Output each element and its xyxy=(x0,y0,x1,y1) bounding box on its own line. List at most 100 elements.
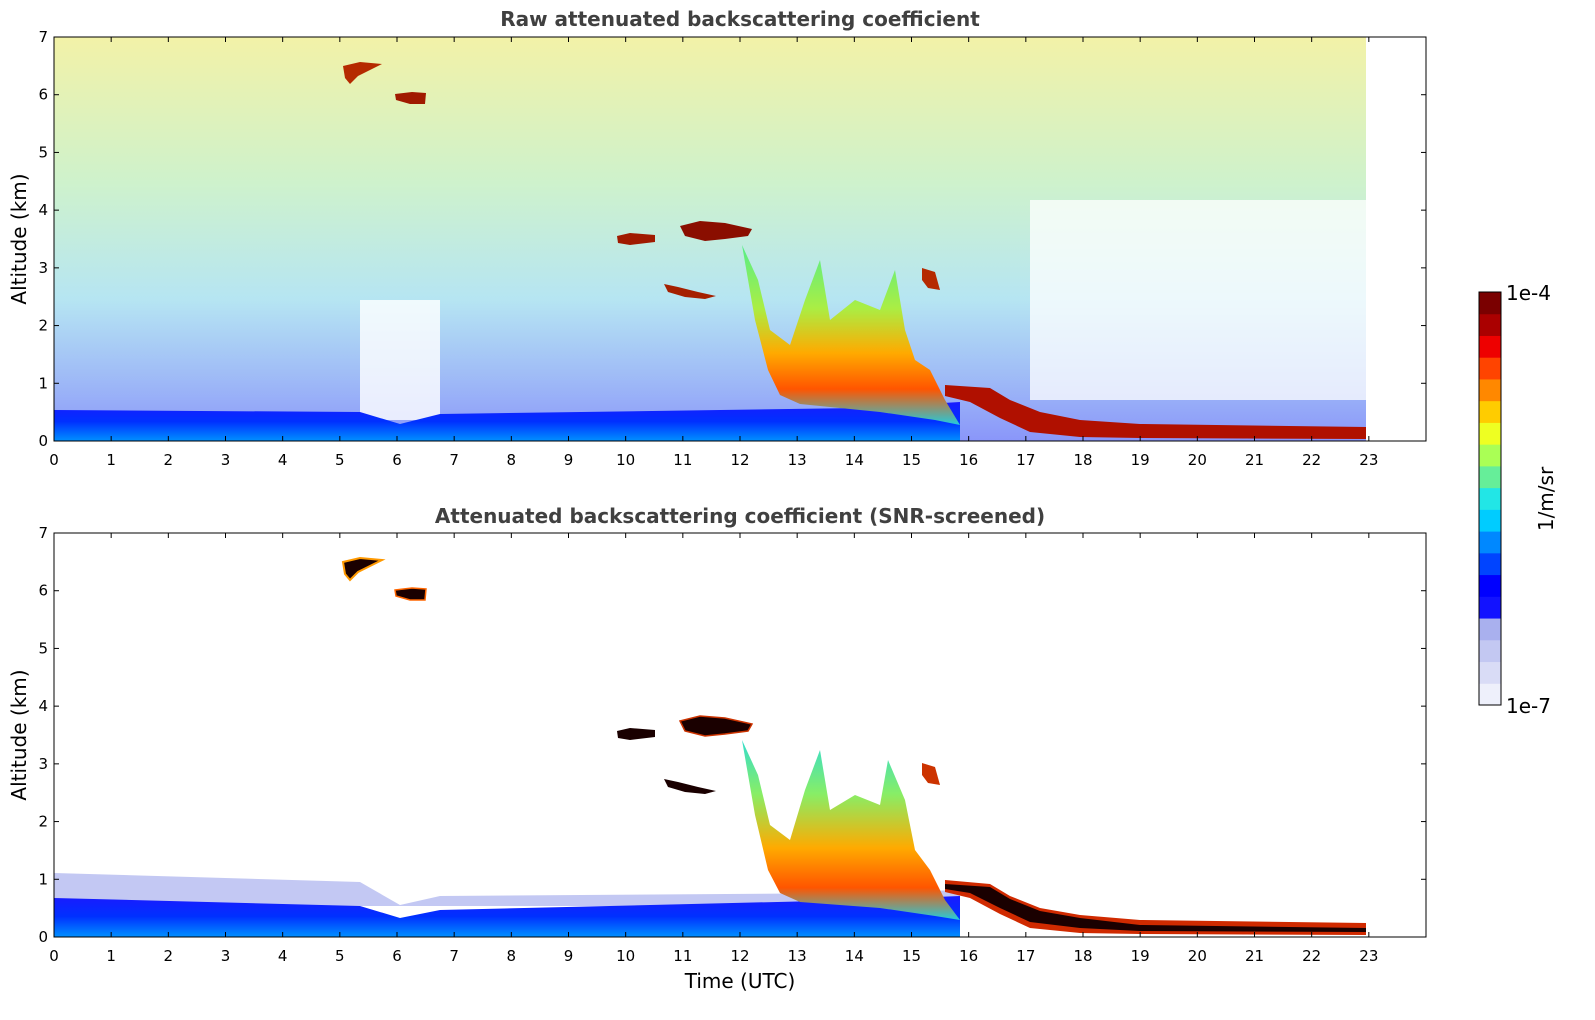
colorbar-step xyxy=(1479,487,1501,510)
cloud-6km xyxy=(395,92,426,104)
aerosol-layer xyxy=(54,896,960,937)
x-tick-label: 11 xyxy=(673,947,692,965)
precipitating-cloud xyxy=(742,740,960,920)
colorbar-frame xyxy=(1478,291,1502,706)
x-tick-label: 23 xyxy=(1359,451,1378,469)
colorbar-step xyxy=(1479,509,1501,532)
y-tick-label: 4 xyxy=(38,201,48,219)
x-tick-label: 0 xyxy=(49,451,59,469)
cloud-6_4km xyxy=(343,62,382,84)
colorbar-step xyxy=(1479,335,1501,358)
x-tick-label: 10 xyxy=(616,947,635,965)
x-tick-label: 3 xyxy=(221,947,231,965)
cloud-3_7km xyxy=(678,715,754,737)
cloud-2_6km xyxy=(664,779,716,794)
x-tick-label: 16 xyxy=(959,451,978,469)
x-tick-label: 18 xyxy=(1073,451,1092,469)
x-tick-label: 21 xyxy=(1245,947,1264,965)
y-tick-label: 3 xyxy=(38,259,48,277)
x-tick-label: 9 xyxy=(564,947,574,965)
x-tick-label: 5 xyxy=(335,451,345,469)
colorbar-max-label: 1e-4 xyxy=(1506,281,1551,305)
y-tick-label: 6 xyxy=(38,582,48,600)
chart-title: Attenuated backscattering coefficient (S… xyxy=(435,504,1045,528)
x-tick-label: 7 xyxy=(449,947,459,965)
colorbar-step xyxy=(1479,378,1501,402)
colorbar-step xyxy=(1479,444,1501,467)
y-tick-label: 2 xyxy=(38,813,48,831)
colorbar-step xyxy=(1479,683,1501,706)
y-tick-label: 7 xyxy=(38,524,48,542)
x-axis-ticks: 0 1 2 3 4 5 6 7 8 9 10 11 12 13 14 15 16 17 18 19 20 21 22 23 xyxy=(49,37,1378,469)
x-tick-label: 13 xyxy=(788,451,807,469)
boundary-layer-core xyxy=(945,884,1366,932)
y-tick-label: 5 xyxy=(38,639,48,657)
heatmap-area xyxy=(54,556,1366,937)
y-tick-label: 1 xyxy=(38,870,48,888)
x-tick-label: 22 xyxy=(1302,451,1321,469)
x-tick-label: 0 xyxy=(49,947,59,965)
y-tick-label: 0 xyxy=(38,432,48,450)
x-tick-label: 21 xyxy=(1245,451,1264,469)
y-axis-ticks: 0 1 2 3 4 5 6 7 xyxy=(38,28,1426,450)
y-tick-label: 5 xyxy=(38,143,48,161)
colorbar-step xyxy=(1479,465,1501,489)
cloud-6km xyxy=(394,587,427,601)
x-tick-label: 14 xyxy=(845,947,864,965)
colorbar-step xyxy=(1479,313,1501,336)
x-tick-label: 20 xyxy=(1188,451,1207,469)
x-tick-label: 15 xyxy=(902,947,921,965)
x-tick-label: 4 xyxy=(278,947,288,965)
colorbar-step xyxy=(1479,661,1501,684)
cloud-3_5km xyxy=(617,728,655,740)
x-tick-label: 22 xyxy=(1302,947,1321,965)
x-tick-label: 8 xyxy=(507,451,517,469)
x-tick-label: 15 xyxy=(902,451,921,469)
x-tick-label: 9 xyxy=(564,451,574,469)
x-tick-label: 14 xyxy=(845,451,864,469)
x-tick-label: 16 xyxy=(959,947,978,965)
x-tick-label: 13 xyxy=(788,947,807,965)
chart-title: Raw attenuated backscattering coefficien… xyxy=(500,7,980,31)
colorbar-step xyxy=(1479,618,1501,641)
x-tick-label: 8 xyxy=(507,947,517,965)
cloud-2_6km xyxy=(664,284,716,299)
boundary-layer-top xyxy=(945,385,1366,439)
y-axis-label: Altitude (km) xyxy=(7,669,31,800)
y-tick-label: 2 xyxy=(38,317,48,335)
precipitating-cloud xyxy=(742,245,960,425)
x-tick-label: 1 xyxy=(106,451,116,469)
colorbar-step xyxy=(1479,422,1501,445)
colorbar-step xyxy=(1479,531,1501,554)
y-tick-label: 6 xyxy=(38,86,48,104)
x-tick-label: 20 xyxy=(1188,947,1207,965)
clear-region xyxy=(1030,200,1366,400)
cloud-2_8km xyxy=(922,268,940,290)
x-tick-label: 19 xyxy=(1131,947,1150,965)
y-tick-label: 7 xyxy=(38,28,48,46)
colorbar-steps xyxy=(1478,291,1502,706)
x-tick-label: 12 xyxy=(730,451,749,469)
x-tick-label: 18 xyxy=(1073,947,1092,965)
colorbar-step xyxy=(1479,574,1501,597)
colorbar-step xyxy=(1479,639,1501,663)
x-tick-label: 23 xyxy=(1359,947,1378,965)
aerosol-layer xyxy=(54,402,960,441)
x-tick-label: 2 xyxy=(164,947,174,965)
y-tick-label: 4 xyxy=(38,697,48,715)
x-tick-label: 2 xyxy=(164,451,174,469)
plot-frame xyxy=(53,532,1427,938)
x-tick-label: 7 xyxy=(449,451,459,469)
colorbar-step xyxy=(1479,552,1501,576)
x-axis-ticks: 0 1 2 3 4 5 6 7 8 9 10 11 12 13 14 15 16 17 18 19 20 21 22 23 xyxy=(49,533,1378,965)
x-tick-label: 19 xyxy=(1131,451,1150,469)
x-tick-label: 17 xyxy=(1016,451,1035,469)
y-tick-label: 1 xyxy=(38,374,48,392)
colorbar-step xyxy=(1479,292,1501,315)
x-tick-label: 12 xyxy=(730,947,749,965)
cloud-3_5km xyxy=(617,233,655,245)
x-tick-label: 4 xyxy=(278,451,288,469)
cloud-2_8km xyxy=(922,763,940,785)
colorbar: 1e-4 1e-7 1/m/sr xyxy=(1478,281,1558,718)
x-axis-label: Time (UTC) xyxy=(684,969,796,993)
